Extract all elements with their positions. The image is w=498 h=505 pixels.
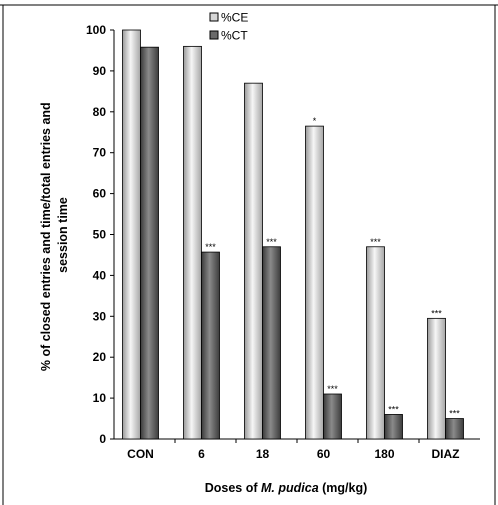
y-tick-label: 30: [93, 309, 107, 323]
legend-label-ct: %CT: [221, 29, 248, 43]
x-tick-label: CON: [127, 447, 154, 461]
bar-ce: [183, 45, 202, 440]
y-tick-label: 100: [86, 23, 106, 37]
significance-label: ***: [266, 237, 277, 247]
y-tick-label: 20: [93, 350, 107, 364]
bar-ct: [201, 251, 220, 440]
bar-ct: [262, 246, 281, 440]
x-axis-label-species: M. pudica: [261, 481, 319, 495]
x-tick-label: 6: [198, 447, 205, 461]
x-tick-label: 180: [374, 447, 394, 461]
x-tick-label: 18: [256, 447, 270, 461]
bar-ct: [140, 46, 159, 440]
bar-ct: [445, 418, 464, 440]
y-tick-label: 50: [93, 228, 107, 242]
x-axis-label: Doses of M. pudica (mg/kg): [205, 481, 368, 495]
plot-area: 0102030405060708090100CON***6***18****60…: [86, 23, 480, 461]
bar-ct: [384, 414, 403, 440]
significance-label: ***: [449, 409, 460, 419]
significance-label: ***: [370, 237, 381, 247]
y-tick-label: 10: [93, 391, 107, 405]
legend: %CE %CT: [209, 11, 248, 43]
significance-label: ***: [431, 308, 442, 318]
bar-ce: [305, 125, 324, 440]
bar-ce: [427, 317, 446, 440]
legend-label-ce: %CE: [221, 11, 248, 25]
y-tick-label: 80: [93, 105, 107, 119]
significance-label: ***: [327, 384, 338, 394]
bar-ct: [323, 393, 342, 440]
x-tick-label: DIAZ: [432, 447, 460, 461]
x-axis-label-prefix: Doses of: [205, 481, 261, 495]
x-axis-label-suffix: (mg/kg): [319, 481, 368, 495]
bar-ce: [244, 82, 263, 440]
y-tick-label: 40: [93, 268, 107, 282]
y-tick-label: 60: [93, 187, 107, 201]
bar-ce: [366, 246, 385, 440]
y-tick-label: 70: [93, 146, 107, 160]
legend-swatch-ct: [209, 30, 219, 40]
y-axis-label-line-2: session time: [56, 197, 70, 273]
significance-label: ***: [388, 404, 399, 414]
bar-ce: [122, 29, 141, 440]
y-axis-label: % of closed entries and time/total entri…: [39, 99, 70, 371]
significance-label: *: [313, 116, 317, 126]
y-axis-label-line-1: % of closed entries and time/total entri…: [39, 102, 53, 371]
x-tick-label: 60: [317, 447, 331, 461]
y-tick-label: 0: [99, 432, 106, 446]
legend-swatch-ce: [209, 12, 219, 22]
significance-label: ***: [205, 242, 216, 252]
y-tick-label: 90: [93, 64, 107, 78]
